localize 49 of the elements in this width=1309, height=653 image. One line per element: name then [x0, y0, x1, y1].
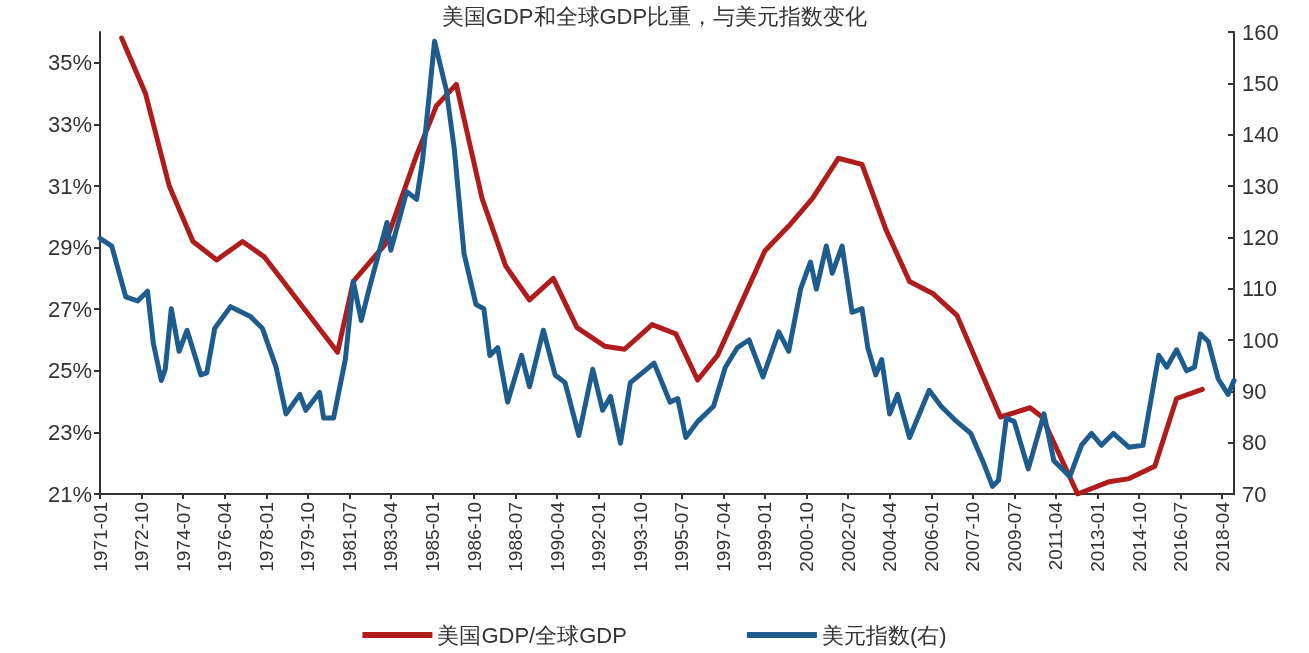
y2-tick-label: 150 — [1242, 70, 1279, 96]
x-tick-label: 2000-10 — [796, 502, 818, 572]
x-tick-label: 1997-04 — [712, 501, 734, 572]
x-tick-label: 1999-01 — [754, 502, 776, 572]
x-tick-label: 1990-04 — [546, 501, 568, 572]
y2-tick-label: 140 — [1242, 122, 1279, 148]
y-tick-label: 29% — [47, 235, 92, 261]
y-tick-label: 23% — [47, 419, 92, 445]
chart-title: 美国GDP和全球GDP比重，与美元指数变化 — [441, 3, 868, 29]
x-tick-label: 1992-01 — [588, 502, 610, 572]
y-tick-label: 35% — [47, 50, 92, 76]
x-tick-label: 2002-07 — [837, 502, 859, 572]
x-tick-label: 2006-01 — [920, 502, 942, 572]
y2-tick-label: 160 — [1242, 19, 1279, 45]
x-tick-label: 1979-10 — [297, 502, 319, 572]
x-tick-label: 2009-07 — [1003, 502, 1025, 572]
y-tick-label: 31% — [47, 173, 92, 199]
x-tick-label: 1993-10 — [629, 502, 651, 572]
x-tick-label: 2011-04 — [1045, 501, 1067, 571]
x-tick-label: 1978-01 — [255, 502, 277, 572]
x-tick-label: 2014-10 — [1128, 502, 1150, 572]
y2-tick-label: 110 — [1242, 276, 1278, 302]
x-tick-label: 1988-07 — [505, 502, 527, 572]
y2-tick-label: 130 — [1242, 173, 1279, 199]
x-tick-label: 1971-01 — [89, 502, 111, 572]
x-tick-label: 2016-07 — [1170, 502, 1192, 572]
x-tick-label: 2004-04 — [879, 501, 901, 572]
x-tick-label: 1983-04 — [380, 501, 402, 572]
x-tick-label: 1985-01 — [422, 502, 444, 572]
legend-label: 美国GDP/全球GDP — [437, 622, 627, 648]
y2-tick-label: 80 — [1242, 430, 1267, 456]
y-tick-label: 21% — [47, 481, 92, 507]
legend-label: 美元指数(右) — [821, 622, 947, 648]
y2-tick-label: 90 — [1242, 378, 1267, 404]
x-tick-label: 1976-04 — [214, 501, 236, 572]
x-tick-label: 2018-04 — [1211, 501, 1233, 572]
x-tick-label: 1974-07 — [172, 502, 194, 572]
x-tick-label: 1972-10 — [131, 502, 153, 572]
x-tick-label: 2013-01 — [1087, 502, 1109, 572]
x-tick-label: 1995-07 — [671, 502, 693, 572]
y2-tick-label: 70 — [1242, 481, 1267, 507]
y-tick-label: 27% — [47, 296, 92, 322]
y-tick-label: 25% — [47, 358, 92, 384]
y2-tick-label: 100 — [1242, 327, 1279, 353]
x-tick-label: 2007-10 — [962, 502, 984, 572]
x-tick-label: 1986-10 — [463, 502, 485, 572]
y-tick-label: 33% — [47, 111, 92, 137]
y2-tick-label: 120 — [1242, 224, 1279, 250]
x-tick-label: 1981-07 — [338, 502, 360, 572]
